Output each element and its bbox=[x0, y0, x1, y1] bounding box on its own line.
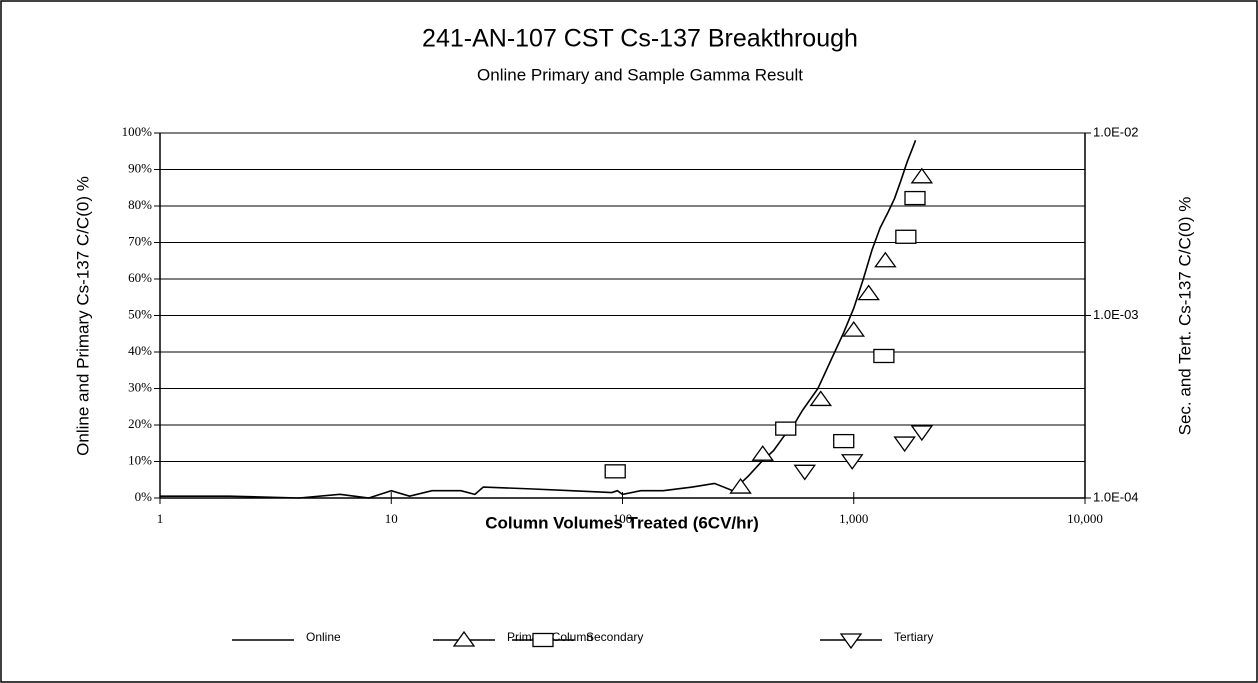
chart-subtitle: Online Primary and Sample Gamma Result bbox=[477, 65, 803, 84]
legend-label: Secondary bbox=[586, 630, 643, 644]
marker bbox=[793, 464, 817, 481]
y-tick-label: 30% bbox=[128, 379, 152, 394]
y-tick-label: 50% bbox=[128, 306, 152, 321]
marker bbox=[729, 477, 752, 494]
marker bbox=[904, 190, 926, 206]
y2-tick-label: 1.0E-02 bbox=[1093, 124, 1139, 139]
marker bbox=[532, 632, 554, 648]
marker bbox=[840, 454, 864, 470]
marker bbox=[895, 229, 917, 244]
y-tick-label: 10% bbox=[128, 452, 152, 467]
marker bbox=[839, 633, 863, 650]
y-tick-label: 0% bbox=[135, 489, 153, 504]
marker bbox=[833, 433, 855, 449]
y-tick-label: 80% bbox=[128, 197, 152, 212]
x-tick-label: 1,000 bbox=[839, 511, 868, 526]
y2-tick-label: 1.0E-03 bbox=[1093, 307, 1139, 322]
marker bbox=[842, 320, 866, 337]
y-tick-label: 70% bbox=[128, 233, 152, 248]
y2-tick-label: 1.0E-04 bbox=[1093, 489, 1139, 504]
marker bbox=[910, 167, 934, 184]
marker bbox=[751, 445, 774, 461]
series-line bbox=[160, 140, 917, 499]
marker bbox=[809, 390, 833, 407]
y-tick-label: 60% bbox=[128, 270, 152, 285]
y-axis-label: Online and Primary Cs-137 C/C(0) % bbox=[73, 176, 92, 456]
marker bbox=[873, 348, 895, 364]
y-tick-label: 100% bbox=[122, 124, 153, 139]
y-tick-label: 40% bbox=[128, 343, 152, 358]
y-tick-label: 20% bbox=[128, 416, 152, 431]
marker bbox=[775, 421, 797, 436]
marker bbox=[452, 630, 476, 647]
marker bbox=[874, 251, 897, 268]
marker bbox=[910, 425, 934, 442]
marker bbox=[857, 284, 880, 301]
marker bbox=[604, 464, 626, 479]
x-tick-label: 1 bbox=[157, 511, 164, 526]
x-tick-label: 10 bbox=[385, 511, 398, 526]
legend-label: Tertiary bbox=[894, 630, 933, 644]
y2-axis-label: Sec. and Tert. Cs-137 C/C(0) % bbox=[1175, 197, 1194, 436]
x-tick-label: 10,000 bbox=[1067, 511, 1103, 526]
chart-title: 241-AN-107 CST Cs-137 Breakthrough bbox=[422, 25, 858, 53]
x-tick-label: 100 bbox=[613, 511, 633, 526]
y-tick-label: 90% bbox=[128, 160, 152, 175]
legend-label: Online bbox=[306, 630, 341, 644]
x-axis-label: Column Volumes Treated (6CV/hr) bbox=[485, 513, 759, 532]
marker bbox=[893, 436, 916, 453]
